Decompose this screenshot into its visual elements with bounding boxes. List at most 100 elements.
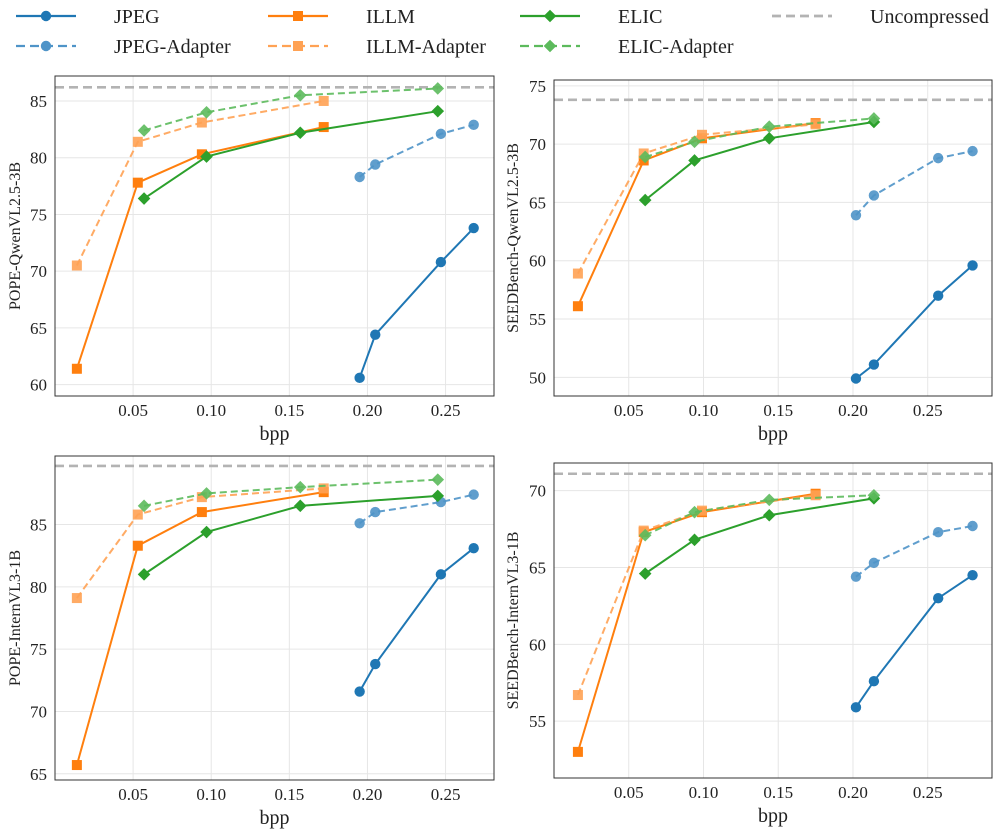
series-line-elic [644,497,875,575]
x-tick-label: 0.20 [838,783,868,802]
y-tick-label: 50 [529,368,546,387]
data-point-illm-adapter [71,593,82,604]
legend-entry-jpeg-adapter: JPEG-Adapter [16,36,231,58]
y-tick-label: 85 [30,516,47,535]
data-point-elic-adapter [762,493,776,507]
data-point-jpeg [370,329,381,340]
data-point-elic [293,499,307,513]
data-point-jpeg [354,372,365,384]
legend-label: JPEG-Adapter [114,36,231,58]
x-tick-label: 0.25 [431,785,461,804]
series-line-jpeg-adapter [359,493,474,525]
y-axis-label: SEEDBench-InternVL3-1B [505,532,522,710]
data-point-jpeg-adapter [435,128,447,140]
data-point-jpeg-adapter [354,518,365,529]
series-line-illm [577,122,816,307]
x-tick-label: 0.20 [838,401,868,420]
data-point-elic [137,192,151,205]
data-point-elic-adapter [137,124,151,137]
data-point-elic-adapter [867,112,881,125]
data-point-elic-adapter [762,120,776,133]
legend-entry-illm: ILLM [268,6,415,28]
series-line-illm-adapter [576,494,816,696]
data-point-jpeg [850,373,862,384]
plot-frame [553,462,993,779]
x-tick-label: 0.15 [763,783,793,802]
data-point-illm [572,746,583,757]
data-point-jpeg [932,290,944,301]
data-point-illm [196,507,207,518]
data-point-jpeg [967,569,978,581]
chart-seedbench-intern: 0.05 0.10 0.15 0.20 0.25 55 60 65 70 bpp SEEDBench… [498,448,996,831]
y-tick-label: 80 [30,149,47,168]
data-point-jpeg [435,569,447,580]
x-tick-label: 0.05 [118,401,148,420]
series-line-elic-adapter [143,87,438,132]
data-point-jpeg-adapter [850,571,862,582]
data-point-elic [762,508,776,522]
data-point-jpeg-adapter [370,506,381,518]
data-point-jpeg-adapter [932,152,944,164]
y-tick-label: 65 [30,765,47,784]
series-line-elic-adapter [644,117,874,158]
data-point-illm [318,122,329,133]
y-tick-label: 65 [529,558,546,577]
plot-frame [54,455,495,781]
legend-entry-illm-adapter: ILLM-Adapter [268,36,486,58]
data-point-illm-adapter [572,268,583,279]
series-line-illm [576,492,816,753]
data-point-jpeg [468,222,479,234]
legend-entry-elic: ELIC [520,6,662,28]
legend: JPEG ILLM ELIC Uncompressed JPEG-Adapter ILLM… [16,6,989,58]
data-point-illm-adapter [572,690,583,701]
series-line-jpeg [855,574,974,708]
data-point-elic-adapter [200,106,213,119]
data-point-elic [431,489,445,503]
data-point-jpeg-adapter [967,520,978,532]
chart-pope-intern: 0.05 0.10 0.15 0.20 0.25 65 70 75 80 85 bpp POPE-In… [0,448,498,831]
data-point-elic [762,132,776,145]
data-point-elic [137,568,151,581]
y-tick-label: 70 [529,482,546,501]
series-line-jpeg [855,264,974,380]
y-tick-label: 75 [529,77,546,96]
chart-seedbench-qwen: 0.05 0.10 0.15 0.20 0.25 50 55 60 65 70 75 bpp SEEDB… [498,62,996,448]
legend-marker [40,10,52,22]
series-line-illm-adapter [577,123,816,275]
data-point-jpeg [354,686,365,697]
data-point-elic-adapter [688,505,701,519]
data-point-illm [71,363,82,374]
data-point-illm [132,177,143,188]
y-tick-label: 65 [529,193,546,212]
legend-label: Uncompressed [870,6,989,28]
data-point-illm-adapter [810,490,821,501]
y-tick-label: 75 [30,205,47,224]
data-point-elic-adapter [293,480,307,494]
data-point-illm-adapter [132,509,143,520]
series-line-illm-adapter [75,99,324,266]
data-point-jpeg-adapter [354,171,365,183]
data-point-jpeg [435,256,447,268]
x-tick-label: 0.25 [913,401,943,420]
data-point-elic-adapter [293,88,307,102]
data-point-jpeg-adapter [468,119,479,130]
data-point-jpeg [868,675,880,687]
series-line-elic-adapter [143,478,438,507]
data-point-illm-adapter [810,119,821,130]
legend-label: ELIC [618,6,662,28]
data-point-illm-adapter [318,483,329,494]
y-tick-label: 70 [529,135,546,154]
x-tick-label: 0.25 [913,783,943,802]
x-tick-label: 0.15 [274,401,304,420]
data-point-jpeg [967,260,978,271]
y-tick-label: 55 [529,712,546,731]
data-point-elic-adapter [200,487,213,500]
data-point-jpeg [868,359,880,370]
legend-marker [543,9,557,23]
y-tick-label: 60 [30,376,47,395]
series-line-elic [143,494,438,576]
data-point-jpeg [932,593,944,604]
series-line-jpeg [358,547,475,693]
series-line-jpeg-adapter [359,123,474,178]
series-line-elic [644,120,875,201]
